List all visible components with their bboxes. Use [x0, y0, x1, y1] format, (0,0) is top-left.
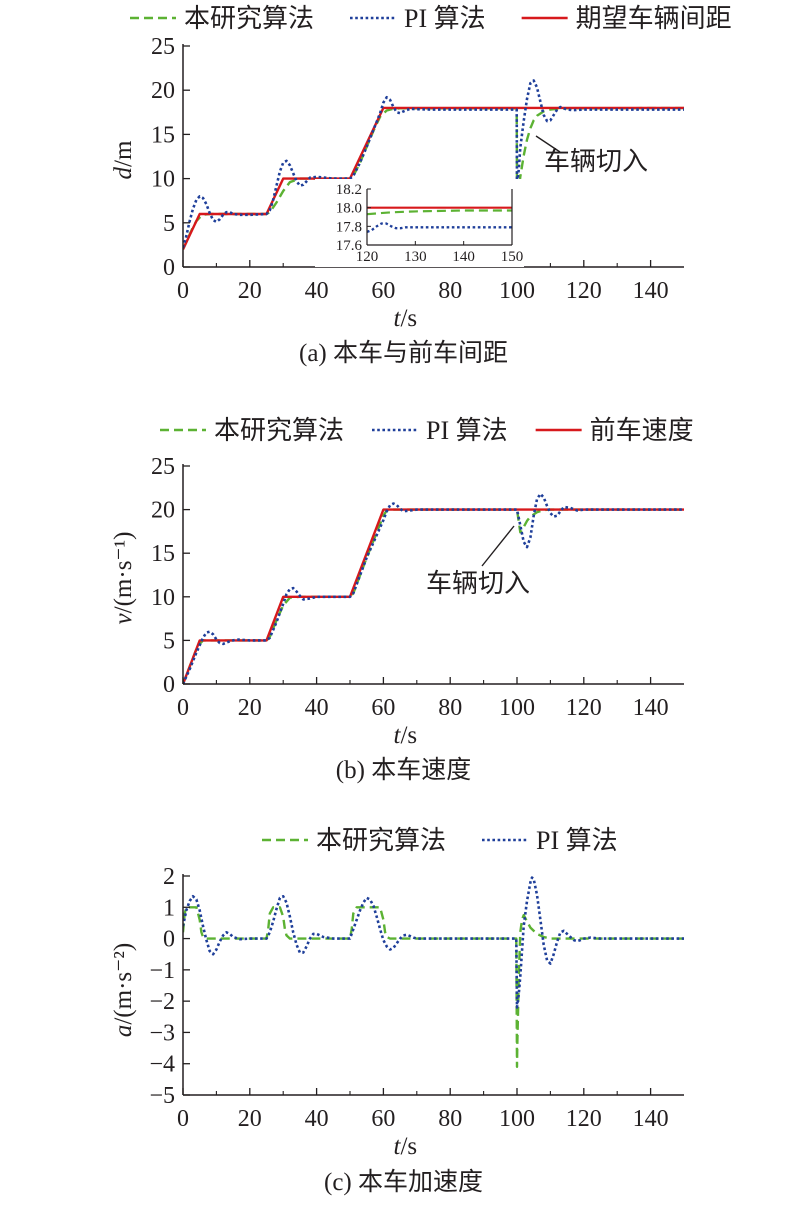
- chart-a: 本研究算法 PI 算法 期望车辆间距 0 20 40 60 80 100 120 140 0 5 10 15…: [110, 4, 732, 367]
- annotation-label: 车辆切入: [544, 147, 648, 176]
- x-tick-label: 120: [566, 695, 602, 721]
- x-tick-label: 0: [177, 278, 189, 304]
- y-tick-label: 15: [151, 541, 175, 567]
- chart-caption: (c) 本车加速度: [324, 1168, 483, 1196]
- inset-chart: 120 130 140 150 17.6 17.8 18.0 18.2: [315, 179, 524, 267]
- y-axis-label: d/m: [110, 140, 137, 179]
- series-line: [183, 906, 684, 1068]
- inset-x-tick-label: 120: [356, 249, 379, 265]
- x-axis-label: t/s: [394, 305, 418, 332]
- x-tick-label: 100: [499, 695, 535, 721]
- y-tick-label: 0: [163, 672, 175, 698]
- x-tick-label: 60: [371, 1106, 395, 1132]
- y-axis-label: v/(m·s⁻¹): [110, 532, 137, 625]
- legend-label: PI 算法: [404, 4, 486, 33]
- y-axis-label: a/(m·s⁻²): [110, 943, 137, 1037]
- legend-label: 本研究算法: [214, 416, 344, 445]
- inset-series-line: [366, 209, 512, 216]
- x-tick-label: 20: [238, 1106, 262, 1132]
- legend-label: 期望车辆间距: [576, 4, 732, 33]
- legend-label: 本研究算法: [184, 4, 314, 33]
- x-tick-label: 40: [305, 695, 329, 721]
- y-tick-label: 5: [163, 628, 175, 654]
- chart-c: 本研究算法 PI 算法 0 20 40 60 80 100 120 140 −5 −4 −3 −2 −1 0 1…: [110, 826, 684, 1196]
- series-group: [183, 79, 684, 250]
- x-axis-label: t/s: [394, 722, 418, 749]
- x-tick-label: 80: [438, 1106, 462, 1132]
- y-tick-label: 2: [163, 864, 175, 890]
- y-tick-label: −2: [149, 989, 175, 1015]
- legend-label: 本研究算法: [316, 826, 446, 855]
- x-tick-label: 0: [177, 1106, 189, 1132]
- x-tick-label: 40: [305, 1106, 329, 1132]
- y-tick-label: −4: [149, 1052, 175, 1078]
- inset-background: [315, 179, 524, 267]
- inset-y-tick-label: 17.8: [336, 219, 362, 235]
- x-tick-label: 120: [566, 278, 602, 304]
- series-line: [183, 106, 684, 250]
- y-tick-label: 5: [163, 211, 175, 237]
- chart-b: 本研究算法 PI 算法 前车速度 0 20 40 60 80 100 120 140 0 5 10 15 20…: [110, 416, 694, 784]
- legend-label: PI 算法: [536, 826, 618, 855]
- legend-label: 前车速度: [590, 416, 694, 445]
- y-tick-label: 1: [163, 895, 175, 921]
- chart-caption: (a) 本车与前车间距: [299, 339, 508, 367]
- y-tick-label: −1: [149, 958, 175, 984]
- y-tick-label: 25: [151, 34, 175, 60]
- x-tick-label: 20: [238, 278, 262, 304]
- y-tick-label: 20: [151, 498, 175, 524]
- series-line: [183, 492, 684, 685]
- y-tick-label: 0: [163, 255, 175, 281]
- legend-label: PI 算法: [426, 416, 508, 445]
- y-tick-label: 0: [163, 927, 175, 953]
- inset-x-tick-label: 140: [452, 249, 475, 265]
- x-axis-label: t/s: [394, 1133, 418, 1160]
- y-tick-label: −5: [149, 1083, 175, 1109]
- x-tick-label: 120: [566, 1106, 602, 1132]
- y-tick-label: 10: [151, 585, 175, 611]
- x-tick-label: 60: [371, 695, 395, 721]
- series-line: [183, 79, 684, 248]
- inset-y-tick-label: 18.0: [336, 201, 362, 217]
- y-tick-label: −3: [149, 1020, 175, 1046]
- x-tick-label: 140: [633, 278, 669, 304]
- annotation-leader: [481, 525, 515, 567]
- x-tick-label: 40: [305, 278, 329, 304]
- x-tick-label: 100: [499, 278, 535, 304]
- chart-caption: (b) 本车速度: [336, 756, 471, 784]
- y-tick-label: 15: [151, 122, 175, 148]
- x-tick-label: 140: [633, 1106, 669, 1132]
- inset-series-line: [366, 222, 512, 233]
- x-tick-label: 20: [238, 695, 262, 721]
- annotation-leader: [535, 135, 561, 153]
- series-group: [183, 492, 684, 685]
- inset-y-tick-label: 17.6: [336, 238, 363, 254]
- series-line: [183, 508, 684, 685]
- x-tick-label: 100: [499, 1106, 535, 1132]
- x-tick-label: 60: [371, 278, 395, 304]
- annotation-label: 车辆切入: [426, 569, 530, 598]
- series-line: [183, 876, 684, 1009]
- x-tick-label: 80: [438, 695, 462, 721]
- y-tick-label: 20: [151, 78, 175, 104]
- inset-x-tick-label: 130: [404, 249, 427, 265]
- inset-y-tick-label: 18.2: [336, 182, 362, 198]
- series-group: [183, 876, 684, 1068]
- x-tick-label: 140: [633, 695, 669, 721]
- inset-x-tick-label: 150: [501, 249, 524, 265]
- x-tick-label: 0: [177, 695, 189, 721]
- x-tick-label: 80: [438, 278, 462, 304]
- y-tick-label: 10: [151, 167, 175, 193]
- y-tick-label: 25: [151, 454, 175, 480]
